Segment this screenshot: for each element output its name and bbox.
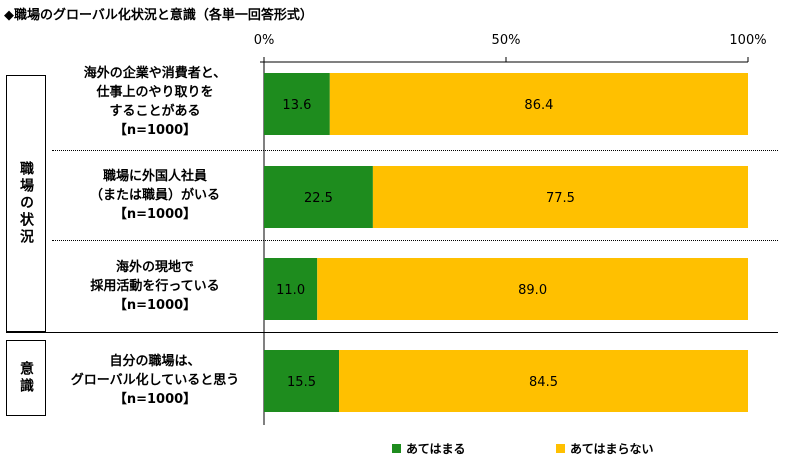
x-tick-100: 100% xyxy=(729,33,767,48)
category-label-foreign-staff: 職場に外国人社員 （または職員）がいる 【n=1000】 xyxy=(89,169,220,222)
legend-swatch-yes xyxy=(392,444,401,453)
data-label-no: 86.4 xyxy=(524,98,553,113)
legend-item-yes: あてはまる xyxy=(392,440,466,457)
legend-label-no: あてはまらない xyxy=(570,442,654,456)
legend-swatch-no xyxy=(556,444,565,453)
group-divider xyxy=(6,332,778,333)
bar-no xyxy=(329,73,748,135)
data-label-yes: 11.0 xyxy=(276,283,305,298)
bar-no xyxy=(317,258,748,320)
category-label-overseas-hiring: 海外の現地で 採用活動を行っている 【n=1000】 xyxy=(90,260,220,313)
bar-yes xyxy=(264,166,373,228)
group-label-workplace: 職場の状況 xyxy=(6,75,46,332)
data-label-no: 77.5 xyxy=(546,191,575,206)
data-label-yes: 13.6 xyxy=(282,98,311,113)
x-tick-0: 0% xyxy=(253,33,275,48)
data-label-yes: 15.5 xyxy=(287,375,316,390)
group-label-awareness: 意識 xyxy=(6,340,46,416)
row-divider xyxy=(52,150,778,151)
category-label-overseas-business: 海外の企業や消費者と、 仕事上のやり取りを することがある 【n=1000】 xyxy=(83,66,227,138)
bar-no xyxy=(372,166,748,228)
category-label-globalized: 自分の職場は、 グローバル化していると思う 【n=1000】 xyxy=(70,354,240,407)
legend-label-yes: あてはまる xyxy=(406,442,466,456)
chart-title: ◆職場のグローバル化状況と意識（各単一回答形式） xyxy=(4,8,313,23)
bar-yes xyxy=(264,258,318,320)
data-label-yes: 22.5 xyxy=(304,191,333,206)
bar-yes xyxy=(264,350,340,412)
bar-yes xyxy=(264,73,330,135)
legend-item-no: あてはまらない xyxy=(556,440,654,457)
data-label-no: 84.5 xyxy=(529,375,558,390)
bar-no xyxy=(339,350,748,412)
data-label-no: 89.0 xyxy=(518,283,547,298)
x-tick-50: 50% xyxy=(491,33,521,48)
row-divider xyxy=(52,240,778,241)
